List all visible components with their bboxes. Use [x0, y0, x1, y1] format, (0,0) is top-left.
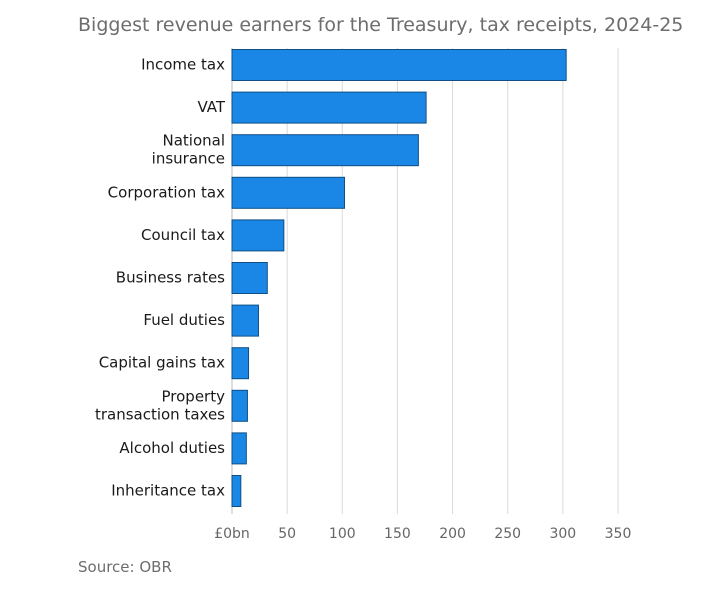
category-label: Alcohol duties [119, 439, 225, 457]
category-label: Corporation tax [108, 183, 225, 201]
bar-income-tax [231, 49, 567, 81]
category-label: Fuel duties [143, 311, 225, 329]
source-note: Source: OBR [78, 558, 172, 576]
bar-national-insurance [231, 134, 419, 167]
category-label: VAT [197, 98, 225, 116]
category-label: Capital gains tax [99, 354, 225, 372]
category-label: Income tax [141, 56, 225, 74]
x-tick-label-300: 300 [549, 526, 576, 542]
category-label: National insurance [152, 132, 225, 168]
chart-title: Biggest revenue earners for the Treasury… [78, 14, 684, 36]
category-labels: Income tax VAT National insurance Corporatio… [95, 56, 226, 500]
bar-business-rates [231, 262, 268, 294]
bar-alcohol-duties [231, 432, 247, 465]
category-label: Inheritance tax [111, 482, 225, 500]
x-tick-label-250: 250 [494, 526, 521, 542]
bar-inheritance-tax [231, 475, 242, 507]
bar-corporation-tax [231, 176, 345, 209]
x-tick-label-0: £0bn [214, 526, 250, 542]
category-label: Council tax [141, 226, 225, 244]
x-tick-label-350: 350 [605, 526, 632, 542]
bar-vat [231, 91, 427, 124]
x-axis-tick-labels: £0bn 50 100 150 200 250 300 350 [214, 526, 631, 542]
bars [231, 49, 567, 507]
x-tick-label-50: 50 [278, 526, 296, 542]
bar-capital-gains-tax [231, 347, 250, 380]
bar-fuel-duties [231, 304, 259, 337]
bar-council-tax [231, 219, 285, 252]
x-tick-label-200: 200 [439, 526, 466, 542]
bar-property-transaction-taxes [231, 389, 248, 422]
category-label: Business rates [116, 269, 225, 287]
x-tick-label-100: 100 [329, 526, 356, 542]
x-tick-label-150: 150 [384, 526, 411, 542]
category-label: Property transaction taxes [95, 387, 225, 423]
